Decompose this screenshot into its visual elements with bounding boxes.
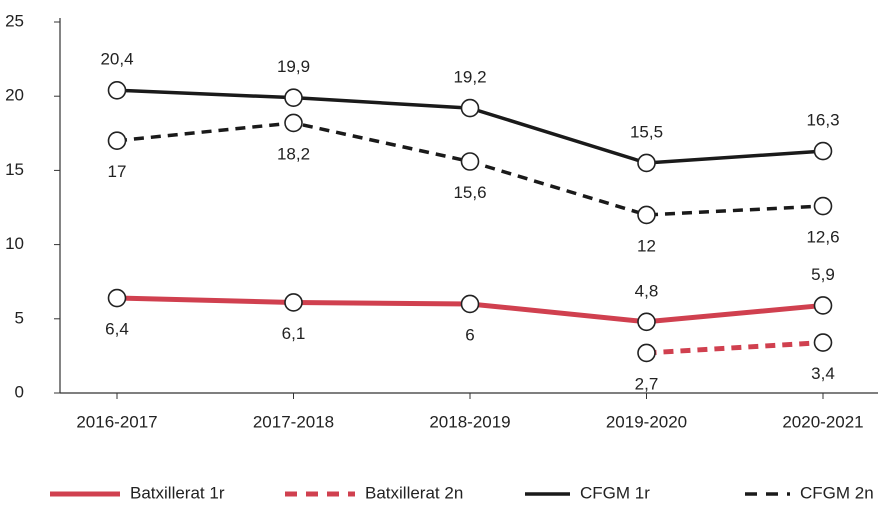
data-label: 12 — [637, 236, 656, 255]
marker — [107, 288, 127, 308]
y-tick-label: 15 — [5, 160, 24, 179]
marker — [107, 131, 127, 151]
data-label: 6,4 — [105, 320, 129, 339]
y-tick-label: 10 — [5, 234, 24, 253]
x-tick-label: 2020-2021 — [782, 412, 863, 431]
data-label: 2,7 — [635, 374, 659, 393]
data-label: 5,9 — [811, 265, 835, 284]
marker — [813, 141, 833, 161]
data-label: 3,4 — [811, 364, 835, 383]
data-label: 16,3 — [806, 111, 839, 130]
x-tick-label: 2018-2019 — [429, 412, 510, 431]
marker — [637, 153, 656, 173]
y-tick-label: 5 — [15, 308, 24, 327]
x-tick-label: 2017-2018 — [253, 412, 334, 431]
marker — [460, 152, 480, 171]
x-tick-label: 2019-2020 — [606, 412, 687, 431]
marker — [460, 98, 480, 118]
legend-label: Batxillerat 2n — [365, 483, 463, 502]
data-label: 6,1 — [282, 324, 306, 343]
marker — [284, 88, 303, 107]
data-label: 19,2 — [453, 68, 486, 87]
data-label: 4,8 — [635, 281, 659, 300]
marker — [460, 294, 480, 314]
data-label: 18,2 — [277, 144, 310, 163]
marker — [284, 113, 303, 133]
data-label: 15,6 — [453, 183, 486, 202]
x-tick-label: 2016-2017 — [76, 412, 157, 431]
legend-label: CFGM 2n — [800, 483, 874, 502]
y-tick-label: 20 — [5, 86, 24, 105]
data-label: 6 — [465, 325, 474, 344]
marker — [107, 80, 127, 100]
data-label: 12,6 — [806, 228, 839, 247]
marker — [637, 205, 656, 225]
marker — [637, 343, 656, 363]
marker — [813, 196, 833, 216]
legend-label: CFGM 1r — [580, 483, 650, 502]
marker — [813, 296, 833, 315]
y-tick-label: 0 — [15, 382, 24, 401]
data-label: 20,4 — [100, 50, 133, 69]
data-label: 15,5 — [630, 122, 663, 141]
data-label: 19,9 — [277, 57, 310, 76]
data-label: 17 — [108, 162, 127, 181]
marker — [813, 333, 833, 352]
marker — [637, 312, 656, 332]
y-tick-label: 25 — [5, 11, 24, 30]
legend-label: Batxillerat 1r — [130, 483, 225, 502]
marker — [284, 293, 303, 312]
series-line — [646, 340, 824, 356]
